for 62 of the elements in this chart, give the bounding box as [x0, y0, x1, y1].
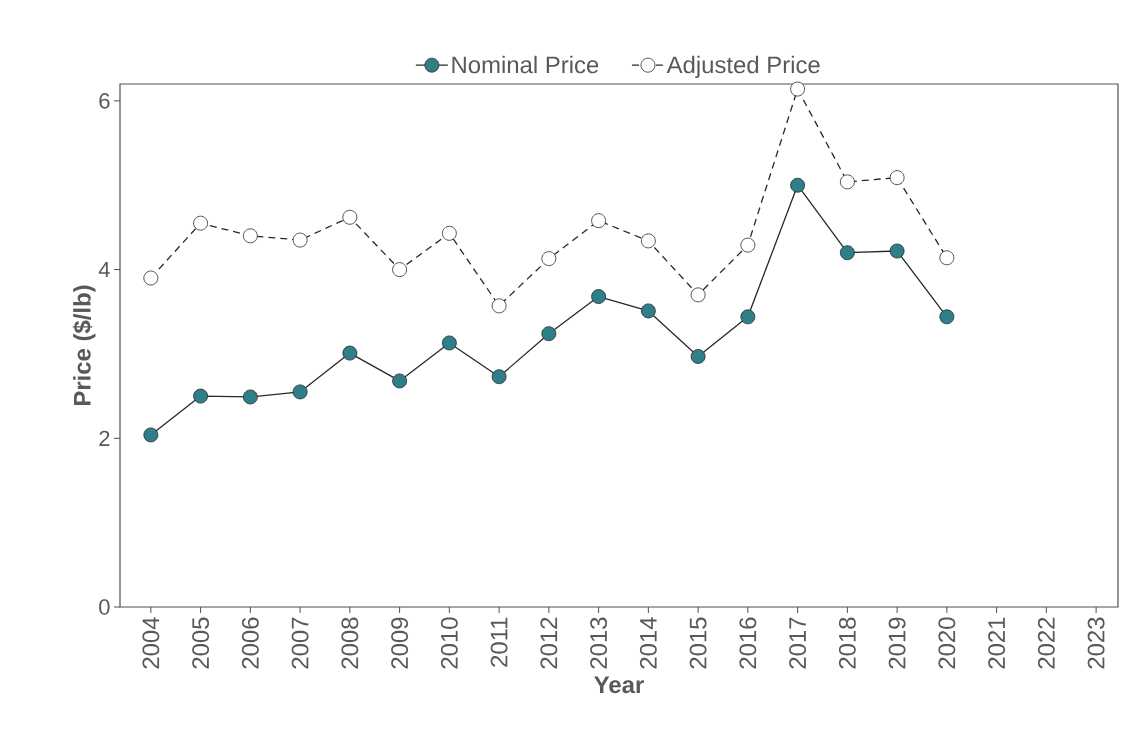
point: [939, 309, 955, 325]
point: [541, 251, 557, 267]
x-tick-label: 2006: [241, 617, 259, 669]
x-tick-label: 2016: [739, 617, 757, 669]
x-tick-label: 2010: [440, 617, 458, 669]
point: [242, 228, 258, 244]
point: [541, 326, 557, 342]
legend-label: Nominal Price: [452, 55, 599, 74]
x-tick-label: 2004: [142, 617, 160, 669]
point: [889, 243, 905, 259]
point: [591, 289, 606, 304]
point: [839, 245, 855, 261]
point: [242, 389, 258, 405]
x-axis-title: Year: [594, 676, 644, 694]
x-tick-label: 2019: [888, 617, 906, 669]
y-tick-label: 4: [98, 262, 110, 278]
point: [790, 177, 805, 193]
legend-label: Adjusted Price: [666, 55, 820, 79]
point: [193, 215, 208, 231]
y-tick-label: 2: [99, 430, 110, 446]
point: [640, 233, 656, 249]
x-tick-label: 2011: [490, 617, 508, 667]
point: [690, 287, 706, 303]
x-tick-label: 2023: [1087, 617, 1105, 669]
point: [193, 388, 208, 404]
point: [143, 270, 159, 286]
x-tick-label: 2008: [341, 617, 359, 669]
point: [441, 335, 457, 351]
y-axis-title: Price ($/lb): [72, 285, 96, 406]
x-tick-label: 2017: [789, 617, 807, 669]
x-tick-label: 2007: [291, 617, 309, 669]
y-tick-label: 6: [99, 93, 110, 109]
point: [889, 170, 905, 186]
point: [591, 213, 606, 229]
point: [491, 298, 507, 314]
point: [392, 262, 407, 277]
point: [143, 427, 159, 443]
point: [790, 81, 805, 97]
x-tick-label: 2013: [590, 617, 608, 669]
x-tick-label: 2014: [639, 617, 657, 669]
x-tick-label: 2005: [192, 617, 210, 669]
x-tick-label: 2018: [838, 617, 856, 669]
x-tick-label: 2022: [1037, 617, 1055, 669]
point: [939, 250, 955, 266]
point: [292, 384, 308, 400]
point: [690, 349, 706, 364]
point: [839, 174, 855, 190]
point: [342, 209, 358, 225]
point: [392, 373, 407, 389]
x-tick-label: 2012: [540, 617, 558, 669]
x-tick-label: 2015: [689, 617, 707, 669]
x-tick-label: 2020: [938, 617, 956, 669]
point: [441, 225, 457, 241]
x-tick-label: 2021: [988, 617, 1006, 669]
point: [640, 303, 656, 319]
point: [491, 369, 507, 385]
point: [342, 345, 358, 361]
y-tick-label: 0: [99, 599, 110, 615]
point: [740, 237, 756, 253]
point: [292, 232, 308, 248]
point: [740, 309, 756, 325]
x-tick-label: 2009: [391, 617, 409, 669]
